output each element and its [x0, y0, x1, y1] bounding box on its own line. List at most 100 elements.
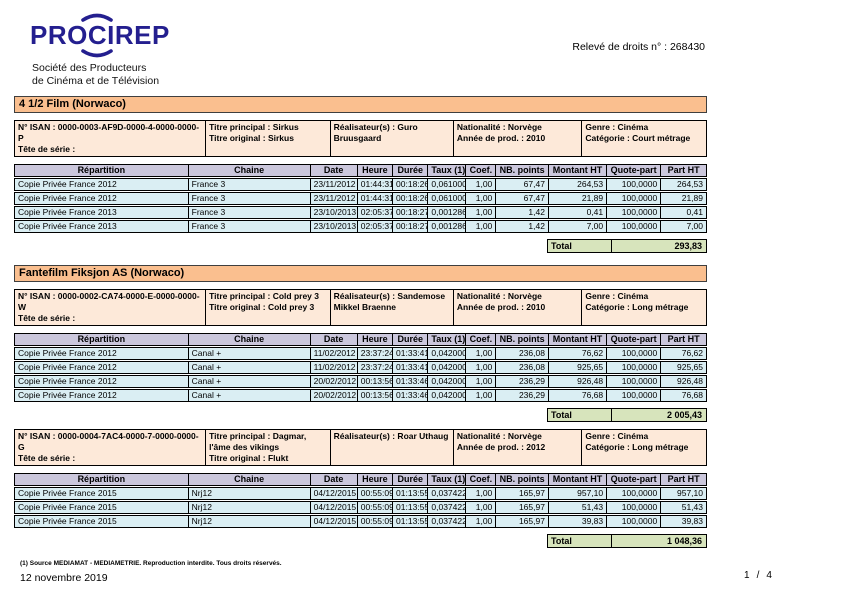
- film-info-line: Titre original : Cold prey 3: [209, 302, 315, 312]
- column-header: Durée: [393, 333, 429, 346]
- table-cell: 11/02/2012: [310, 347, 358, 360]
- column-header: Quote-part: [607, 164, 662, 177]
- total-row: Total 1 048,36: [547, 534, 707, 548]
- table-cell: Copie Privée France 2013: [14, 220, 189, 233]
- section-band: Fantefilm Fiksjon AS (Norwaco): [14, 265, 707, 282]
- film-info-line: Titre principal : Sirkus: [209, 122, 299, 132]
- film-info-line: Réalisateur(s) : Roar Uthaug: [333, 431, 449, 441]
- table-cell: 236,08: [496, 347, 549, 360]
- table-cell: 76,62: [548, 347, 608, 360]
- table-cell: 100,0000: [607, 361, 662, 374]
- total-row: Total 2 005,43: [547, 408, 707, 422]
- table-cell: 1,00: [466, 178, 497, 191]
- film-info-cell: Réalisateur(s) : Sandemose Mikkel Braenn…: [329, 289, 454, 326]
- table-cell: 100,0000: [607, 515, 662, 528]
- film-info-line: N° ISAN : 0000-0002-CA74-0000-E-0000-000…: [18, 291, 200, 312]
- total-value: 2 005,43: [666, 410, 702, 420]
- logo-bottom-arc-icon: [81, 49, 113, 58]
- table-cell: 0,037422: [428, 487, 467, 500]
- table-cell: 23/10/2013: [310, 220, 358, 233]
- film-info-line: N° ISAN : 0000-0003-AF9D-0000-4-0000-000…: [18, 122, 200, 143]
- table-cell: 1,00: [466, 375, 497, 388]
- column-header: Date: [310, 473, 358, 486]
- logo-top-arc-icon: [81, 13, 113, 22]
- column-header: Montant HT: [548, 333, 608, 346]
- table-cell: 1,42: [496, 206, 549, 219]
- column-header: Répartition: [14, 333, 189, 346]
- film-info-cell: Titre principal : Cold prey 3 Titre origi…: [205, 289, 331, 326]
- procirep-logo-icon: PROCIREP: [30, 13, 169, 58]
- org-subtitle-line1: Société des Producteurs: [32, 62, 147, 74]
- table-cell: 39,83: [548, 515, 608, 528]
- table-cell: 236,08: [496, 361, 549, 374]
- table-cell: 01:13:55: [393, 515, 429, 528]
- film-info-table: N° ISAN : 0000-0004-7AC4-0000-7-0000-000…: [13, 429, 707, 466]
- table-cell: 1,00: [466, 361, 497, 374]
- table-cell: 0,042000: [428, 389, 467, 402]
- table-cell: 76,68: [548, 389, 608, 402]
- table-cell: 76,62: [661, 347, 707, 360]
- total-value: 293,83: [674, 241, 702, 251]
- table-cell: 23/11/2012: [310, 192, 358, 205]
- table-cell: 100,0000: [607, 501, 662, 514]
- page-current: 1: [744, 570, 750, 581]
- film-info-table: N° ISAN : 0000-0002-CA74-0000-E-0000-000…: [13, 289, 707, 326]
- table-cell: 21,89: [661, 192, 707, 205]
- table-row: Copie Privée France 2012 Canal +20/02/201…: [14, 375, 707, 388]
- film-info-cell: Réalisateur(s) : Roar Uthaug: [329, 429, 454, 466]
- table-cell: Canal +: [188, 347, 311, 360]
- film-info-line: Tête de série :: [18, 313, 76, 323]
- table-cell: 21,89: [548, 192, 608, 205]
- table-row: Copie Privée France 2015 Nrj12 04/12/2015 0…: [14, 501, 707, 514]
- table-cell: Copie Privée France 2012: [14, 389, 189, 402]
- film-info-cell: Nationalité : Norvège Année de prod. : 20…: [452, 120, 583, 157]
- table-cell: 02:05:37: [357, 220, 394, 233]
- table-cell: Copie Privée France 2012: [14, 347, 189, 360]
- table-cell: Nrj12: [188, 515, 311, 528]
- table-cell: 67,47: [496, 178, 549, 191]
- film-info-line: Nationalité : Norvège: [456, 122, 542, 132]
- table-cell: 7,00: [548, 220, 608, 233]
- table-cell: France 3: [188, 192, 311, 205]
- column-header: Date: [310, 333, 358, 346]
- table-cell: 00:55:09: [357, 515, 394, 528]
- table-cell: 04/12/2015: [310, 487, 358, 500]
- table-cell: 01:33:46: [393, 389, 429, 402]
- table-cell: 100,0000: [607, 347, 662, 360]
- column-header: Durée: [393, 473, 429, 486]
- table-row: Copie Privée France 2013 France 3 23/10/20…: [14, 206, 707, 219]
- table-cell: Copie Privée France 2015: [14, 487, 189, 500]
- table-cell: France 3: [188, 206, 311, 219]
- column-header: Quote-part: [607, 333, 662, 346]
- table-cell: 957,10: [661, 487, 707, 500]
- royalty-table: Répartition Chaine Date Heure Durée Taux (1) C…: [14, 163, 707, 234]
- royalty-table-header-row: Répartition Chaine Date Heure Durée Taux (1) C…: [14, 333, 707, 346]
- table-cell: 23:37:24: [357, 347, 394, 360]
- page-indicator: 1 / 4: [744, 570, 772, 581]
- table-cell: 20/02/2012: [310, 389, 358, 402]
- column-header: Durée: [393, 164, 429, 177]
- table-cell: 39,83: [661, 515, 707, 528]
- table-cell: 76,68: [661, 389, 707, 402]
- column-header: Montant HT: [548, 164, 608, 177]
- table-cell: Copie Privée France 2012: [14, 361, 189, 374]
- table-cell: 264,53: [661, 178, 707, 191]
- table-cell: 01:44:31: [357, 178, 394, 191]
- table-cell: 04/12/2015: [310, 501, 358, 514]
- table-cell: 23/11/2012: [310, 178, 358, 191]
- total-row: Total 293,83: [547, 239, 707, 253]
- film-info-line: Titre original : Flukt: [209, 453, 289, 463]
- column-header: NB. points: [496, 333, 549, 346]
- table-cell: 00:55:09: [357, 487, 394, 500]
- film-info-cell: Genre : Cinéma Catégorie : Long métrage: [581, 289, 707, 326]
- table-cell: France 3: [188, 178, 311, 191]
- table-cell: 1,00: [466, 192, 497, 205]
- table-cell: 0,001286: [428, 206, 467, 219]
- source-footnote: (1) Source MEDIAMAT - MEDIAMETRIE. Repro…: [20, 560, 282, 567]
- film-info-line: Catégorie : Long métrage: [585, 302, 689, 312]
- table-cell: Copie Privée France 2015: [14, 501, 189, 514]
- film-info-line: Réalisateur(s) : Sandemose Mikkel Braenn…: [333, 291, 446, 312]
- column-header: Répartition: [14, 473, 189, 486]
- film-info-line: N° ISAN : 0000-0004-7AC4-0000-7-0000-000…: [18, 431, 199, 452]
